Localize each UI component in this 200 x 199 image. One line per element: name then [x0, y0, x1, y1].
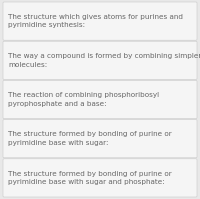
FancyBboxPatch shape: [3, 80, 197, 119]
Text: The reaction of combining phosphoribosyl
pyrophosphate and a base:: The reaction of combining phosphoribosyl…: [8, 92, 159, 107]
FancyBboxPatch shape: [3, 120, 197, 158]
Text: The structure formed by bonding of purine or
pyrimidine base with sugar and phos: The structure formed by bonding of purin…: [8, 171, 172, 185]
Text: The way a compound is formed by combining simpler
molecules:: The way a compound is formed by combinin…: [8, 53, 200, 67]
Text: The structure formed by bonding of purine or
pyrimidine base with sugar:: The structure formed by bonding of purin…: [8, 132, 172, 146]
FancyBboxPatch shape: [3, 2, 197, 40]
Text: The structure which gives atoms for purines and
pyrimidine synthesis:: The structure which gives atoms for puri…: [8, 14, 183, 28]
FancyBboxPatch shape: [3, 41, 197, 79]
FancyBboxPatch shape: [3, 159, 197, 197]
